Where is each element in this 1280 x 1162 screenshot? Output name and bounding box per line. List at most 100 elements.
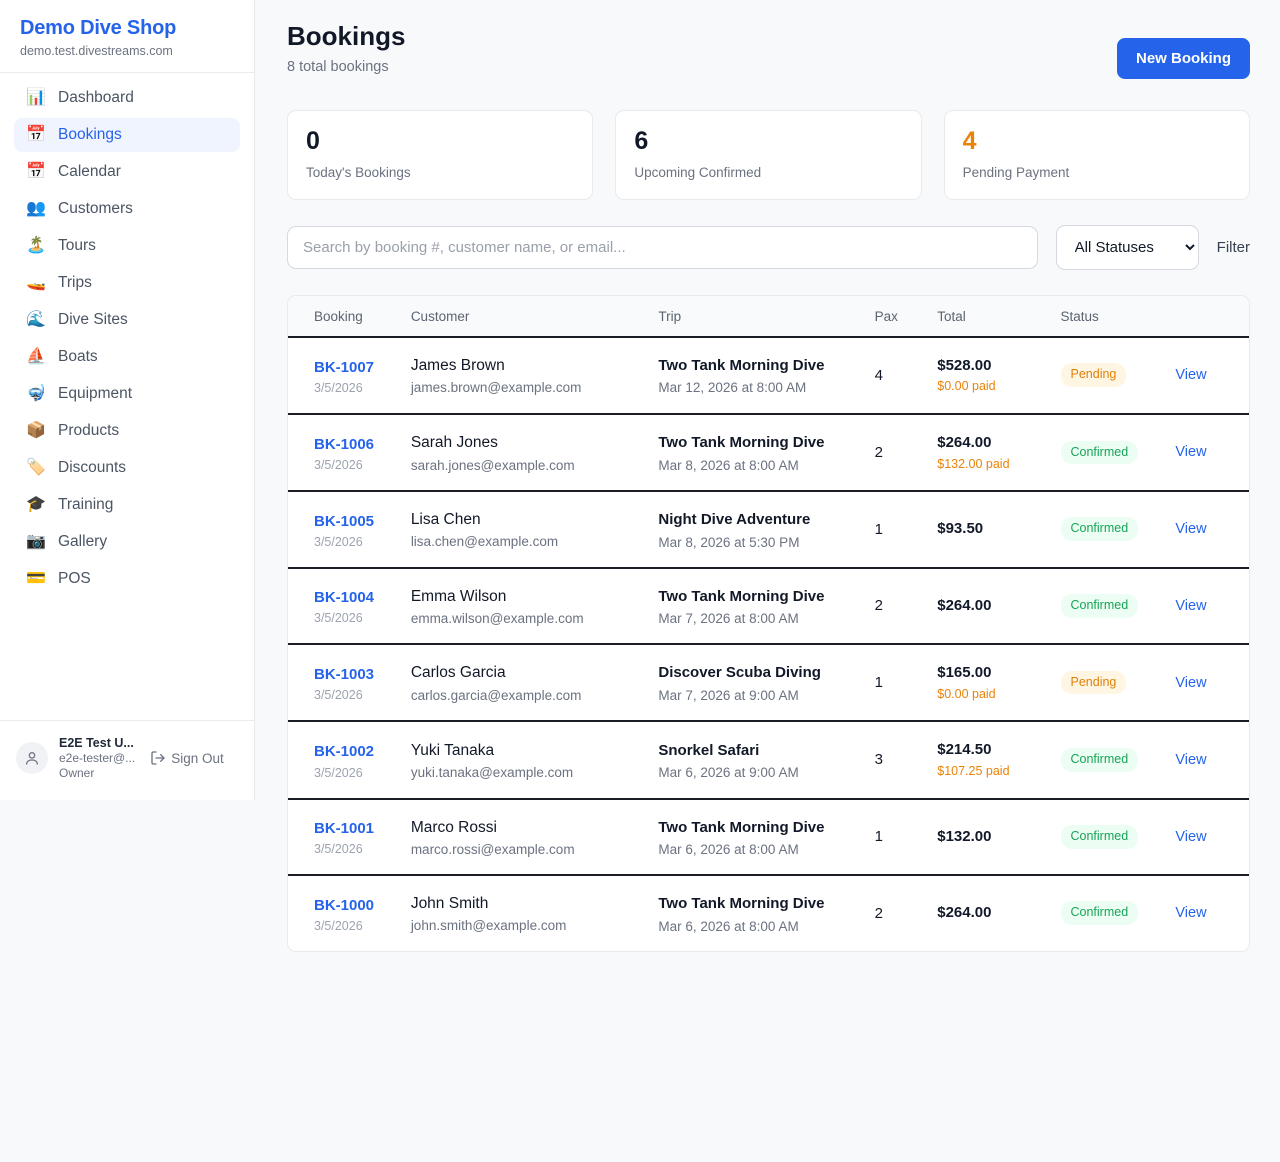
status-filter-select[interactable]: All Statuses xyxy=(1055,224,1199,270)
customer-email: sarah.jones@example.com xyxy=(410,457,575,473)
trip-name: Two Tank Morning Dive xyxy=(658,587,825,605)
sidebar-item-gallery[interactable]: 📷 Gallery xyxy=(14,525,240,559)
booking-date: 3/5/2026 xyxy=(314,842,363,857)
booking-id-link[interactable]: BK-1005 xyxy=(314,512,375,530)
booking-id-link[interactable]: BK-1007 xyxy=(314,358,375,376)
filter-button[interactable]: Filter xyxy=(1216,238,1250,256)
customer-email: carlos.garcia@example.com xyxy=(410,687,582,703)
cell-action: View xyxy=(1165,721,1249,800)
col-pax: Pax xyxy=(864,295,928,338)
sidebar-item-label: Training xyxy=(58,496,114,514)
cell-status: Pending xyxy=(1050,644,1166,723)
booking-date: 3/5/2026 xyxy=(314,380,363,395)
brand-subdomain: demo.test.divestreams.com xyxy=(20,44,173,58)
customer-email: emma.wilson@example.com xyxy=(410,610,584,626)
col-booking: Booking xyxy=(288,295,401,338)
view-link[interactable]: View xyxy=(1175,521,1207,538)
cell-booking: BK-1004 3/5/2026 xyxy=(288,567,401,645)
sidebar-item-dive-sites[interactable]: 🌊 Dive Sites xyxy=(14,303,240,337)
sidebar-item-trips[interactable]: 🚤 Trips xyxy=(14,266,240,300)
sidebar-item-bookings[interactable]: 📅 Bookings xyxy=(14,118,240,152)
cell-status: Confirmed xyxy=(1050,721,1166,800)
cell-pax: 1 xyxy=(864,644,928,723)
cell-trip: Discover Scuba Diving Mar 7, 2026 at 9:00… xyxy=(648,644,865,723)
cell-pax: 4 xyxy=(864,336,928,415)
sidebar-item-label: Tours xyxy=(58,237,96,255)
trip-datetime: Mar 6, 2026 at 8:00 AM xyxy=(658,918,799,934)
customer-name: James Brown xyxy=(410,356,505,374)
new-booking-button[interactable]: New Booking xyxy=(1116,38,1250,79)
user-role: Owner xyxy=(59,766,95,781)
cell-action: View xyxy=(1165,644,1249,723)
table-header-row: Booking Customer Trip Pax Total Status xyxy=(288,295,1249,338)
stat-value: 0 xyxy=(306,127,320,155)
customer-name: Carlos Garcia xyxy=(410,664,506,682)
stat-card: 6 Upcoming Confirmed xyxy=(615,110,922,200)
table-row: BK-1007 3/5/2026 James Brown james.brown@ex… xyxy=(288,336,1249,415)
trip-datetime: Mar 6, 2026 at 8:00 AM xyxy=(658,842,799,857)
filter-bar: All Statuses Filter xyxy=(287,224,1250,270)
brand-title: Demo Dive Shop xyxy=(20,17,177,39)
cell-customer: Sarah Jones sarah.jones@example.com xyxy=(400,413,649,493)
sidebar-item-tours[interactable]: 🏝️ Tours xyxy=(14,229,240,263)
booking-date: 3/5/2026 xyxy=(314,918,363,933)
trip-name: Discover Scuba Diving xyxy=(658,664,821,682)
amount-paid: $0.00 paid xyxy=(937,379,996,394)
table-head: Booking Customer Trip Pax Total Status xyxy=(288,295,1249,338)
trip-name: Two Tank Morning Dive xyxy=(658,434,825,452)
sidebar-item-label: Equipment xyxy=(58,385,133,403)
booking-id-link[interactable]: BK-1001 xyxy=(314,820,375,838)
booking-id-link[interactable]: BK-1002 xyxy=(314,743,375,761)
cell-trip: Two Tank Morning Dive Mar 12, 2026 at 8:0… xyxy=(648,336,865,415)
view-link[interactable]: View xyxy=(1175,751,1207,768)
booking-id-link[interactable]: BK-1004 xyxy=(314,589,375,607)
booking-id-link[interactable]: BK-1000 xyxy=(314,896,375,914)
table-row: BK-1001 3/5/2026 Marco Rossi marco.rossi@ex… xyxy=(288,798,1249,876)
view-link[interactable]: View xyxy=(1175,367,1207,384)
status-badge: Pending xyxy=(1060,670,1127,695)
cell-action: View xyxy=(1165,567,1249,645)
sign-out-button[interactable]: Sign Out xyxy=(150,750,224,766)
trip-datetime: Mar 7, 2026 at 9:00 AM xyxy=(658,687,799,703)
sidebar-item-equipment[interactable]: 🤿 Equipment xyxy=(14,377,240,411)
cell-status: Confirmed xyxy=(1050,567,1166,645)
stat-label: Today's Bookings xyxy=(306,164,411,180)
sidebar-item-label: Discounts xyxy=(58,459,127,477)
sidebar-item-pos[interactable]: 💳 POS xyxy=(14,562,240,596)
status-badge: Pending xyxy=(1060,363,1127,387)
amount-paid: $0.00 paid xyxy=(937,686,996,701)
booking-id-link[interactable]: BK-1003 xyxy=(314,666,375,683)
cell-customer: John Smith john.smith@example.com xyxy=(401,875,649,951)
main-content: Bookings 8 total bookings New Booking 0 T… xyxy=(255,0,1280,952)
view-link[interactable]: View xyxy=(1175,828,1207,845)
search-input[interactable] xyxy=(287,225,1038,269)
sidebar-item-dashboard[interactable]: 📊 Dashboard xyxy=(14,81,240,115)
view-link[interactable]: View xyxy=(1175,597,1207,614)
cell-booking: BK-1006 3/5/2026 xyxy=(288,413,401,493)
sidebar-item-training[interactable]: 🎓 Training xyxy=(14,488,240,522)
diving-mask-icon: 🤿 xyxy=(26,385,46,402)
cell-total: $132.00 xyxy=(927,798,1051,876)
cell-pax: 2 xyxy=(864,413,928,493)
sidebar-item-calendar[interactable]: 📅 Calendar xyxy=(14,155,240,189)
sidebar-item-customers[interactable]: 👥 Customers xyxy=(14,192,240,226)
sidebar-item-boats[interactable]: ⛵ Boats xyxy=(14,340,240,374)
customer-email: james.brown@example.com xyxy=(410,380,582,396)
customer-email: john.smith@example.com xyxy=(410,918,567,934)
sign-out-icon xyxy=(151,751,165,765)
view-link[interactable]: View xyxy=(1175,905,1207,922)
stat-card: 0 Today's Bookings xyxy=(287,110,594,200)
total-amount: $264.00 xyxy=(937,596,992,614)
sidebar-item-label: Gallery xyxy=(58,533,108,551)
sidebar-item-products[interactable]: 📦 Products xyxy=(14,414,240,448)
booking-date: 3/5/2026 xyxy=(314,765,363,780)
cell-status: Confirmed xyxy=(1051,875,1166,951)
view-link[interactable]: View xyxy=(1175,444,1207,461)
status-badge: Confirmed xyxy=(1060,901,1139,926)
user-footer: E2E Test U... e2e-tester@... Owner Sign … xyxy=(0,719,254,800)
booking-date: 3/5/2026 xyxy=(314,611,363,626)
cell-trip: Two Tank Morning Dive Mar 7, 2026 at 8:00… xyxy=(648,567,865,645)
sidebar-item-discounts[interactable]: 🏷️ Discounts xyxy=(14,451,240,485)
booking-id-link[interactable]: BK-1006 xyxy=(314,435,375,453)
view-link[interactable]: View xyxy=(1175,674,1207,691)
